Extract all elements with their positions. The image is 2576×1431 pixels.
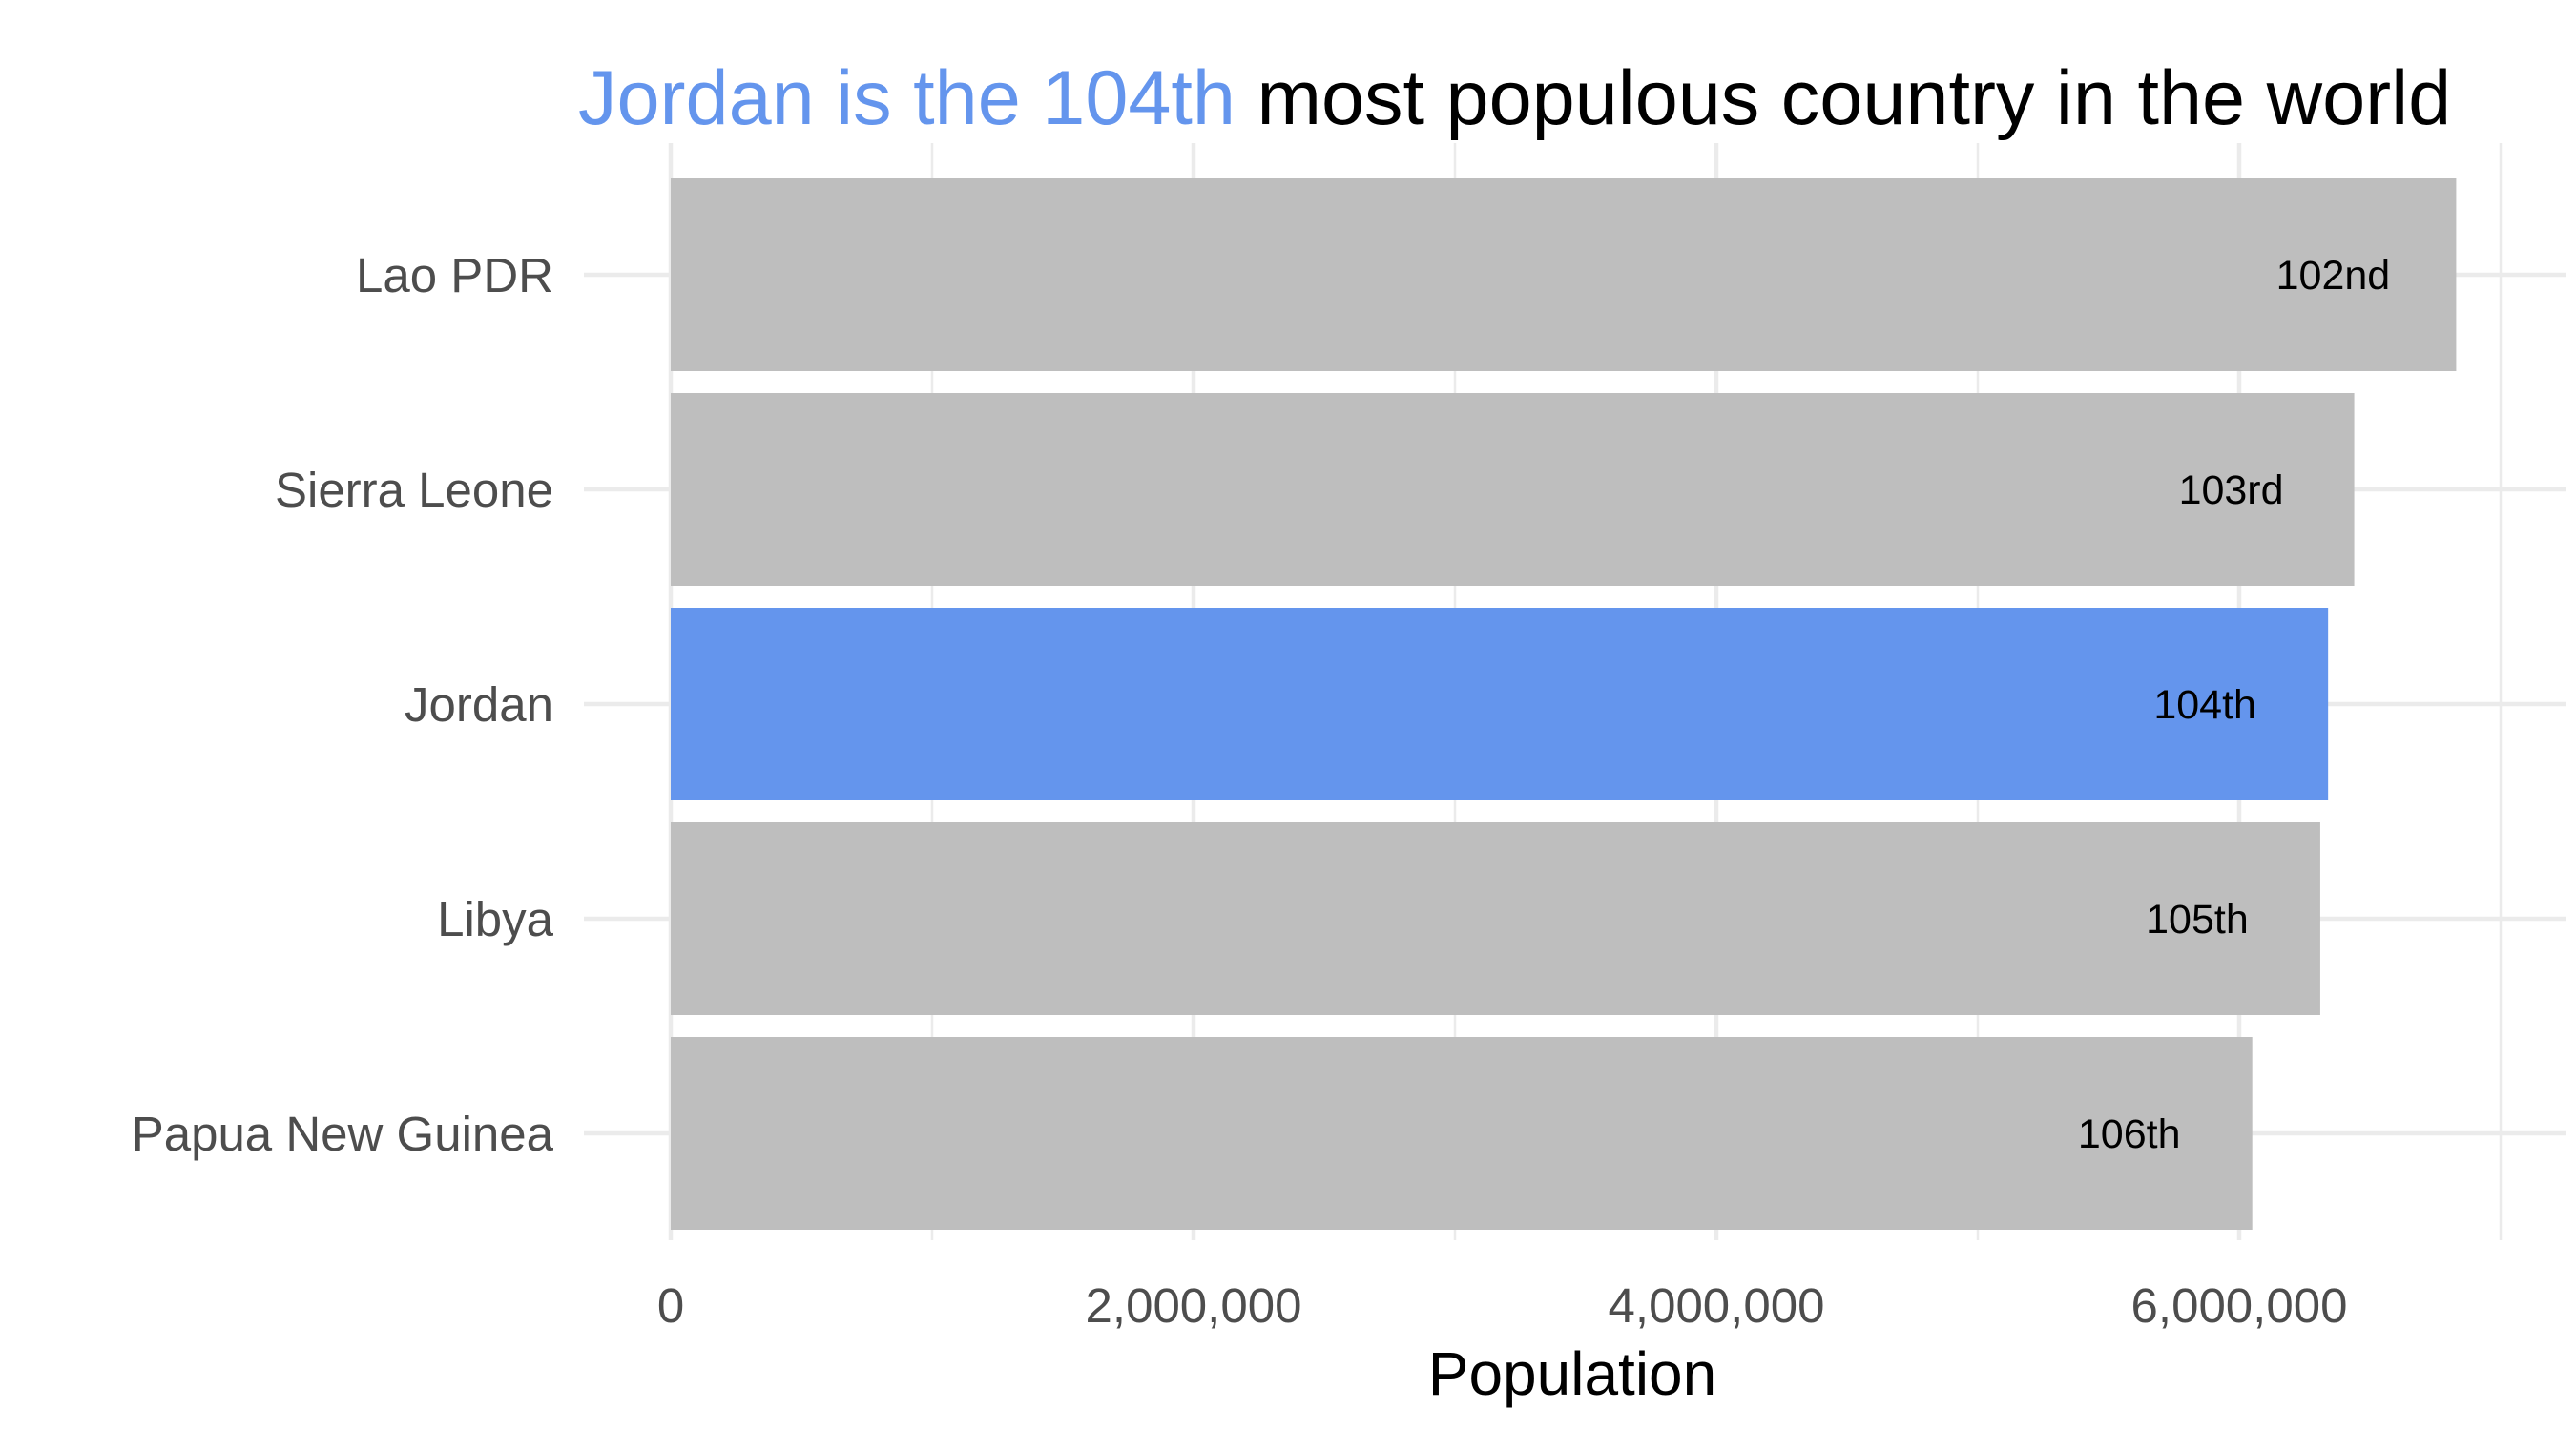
bar-data-label: 104th	[2153, 682, 2256, 728]
category-label: Papua New Guinea	[132, 1107, 554, 1161]
bar	[671, 393, 2355, 586]
chart-title-rest: most populous country in the world	[1236, 55, 2451, 141]
bar-data-label: 106th	[2078, 1111, 2181, 1157]
chart-title: Jordan is the 104th most populous countr…	[578, 55, 2451, 141]
bars: 102nd 103rd 104th 105th 106th	[671, 178, 2457, 1230]
bar	[671, 608, 2329, 800]
x-axis-ticks: 0 2,000,000 4,000,000 6,000,000	[657, 1278, 2348, 1333]
bar	[671, 178, 2457, 371]
x-tick-label: 4,000,000	[1609, 1278, 1825, 1333]
x-tick-label: 6,000,000	[2131, 1278, 2348, 1333]
category-labels: Lao PDR Sierra Leone Jordan Libya Papua New …	[132, 248, 554, 1161]
category-label: Jordan	[405, 677, 553, 732]
x-tick-label: 0	[657, 1278, 684, 1333]
x-tick-label: 2,000,000	[1086, 1278, 1302, 1333]
category-label: Lao PDR	[356, 248, 553, 302]
bar	[671, 822, 2320, 1015]
bar-data-label: 105th	[2146, 897, 2249, 943]
x-axis-title: Population	[1428, 1339, 1716, 1408]
bar	[671, 1037, 2253, 1230]
bar-data-label: 102nd	[2276, 253, 2391, 299]
bar-data-label: 103rd	[2179, 467, 2284, 513]
chart-title-highlight: Jordan is the 104th	[578, 55, 1236, 141]
category-label: Libya	[437, 892, 554, 946]
category-label: Sierra Leone	[275, 463, 553, 517]
